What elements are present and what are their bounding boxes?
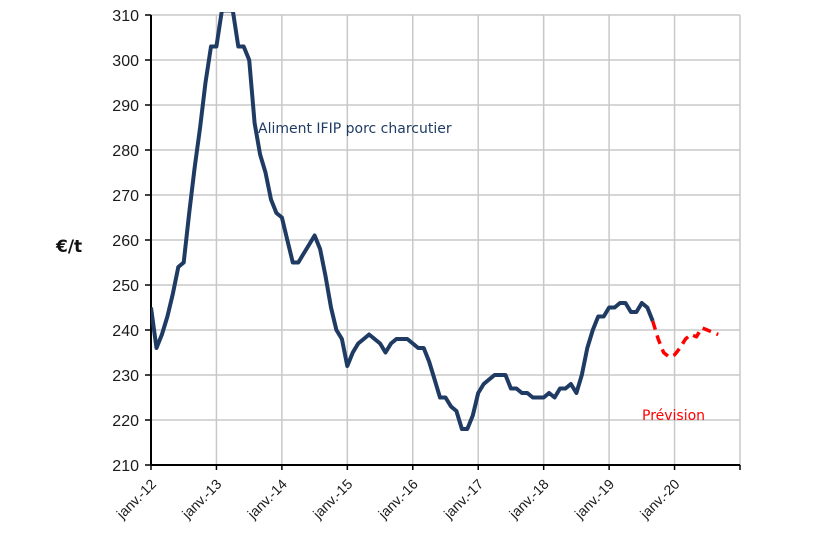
y-tick-label: 210 — [112, 458, 139, 475]
series-annotation-prevision: Prévision — [642, 408, 705, 424]
x-tick-label: janv.-18 — [505, 476, 552, 523]
x-tick-label: janv.-12 — [113, 476, 160, 523]
x-tick-label: janv.-19 — [571, 476, 618, 523]
x-tick-label: janv.-14 — [243, 476, 290, 523]
x-tick-label: janv.-17 — [440, 476, 487, 523]
grid-lines — [151, 14, 741, 465]
series-annotation-aliment: Aliment IFIP porc charcutier — [258, 121, 452, 137]
y-tick-label: 240 — [112, 323, 139, 340]
x-tick-label: janv.-20 — [636, 476, 683, 523]
x-tick-label: janv.-16 — [374, 476, 421, 523]
y-axis: 210 220 230 240 250 260 270 280 290 300 310 — [112, 8, 152, 475]
x-tick-label: janv.-13 — [178, 476, 225, 523]
y-tick-label: 280 — [112, 143, 139, 160]
y-tick-label: 310 — [112, 8, 139, 25]
y-tick-label: 230 — [112, 368, 139, 385]
y-tick-label: 220 — [112, 413, 139, 430]
y-axis-label: €/t — [55, 237, 82, 257]
x-tick-label: janv.-15 — [309, 476, 356, 523]
y-tick-label: 250 — [112, 278, 139, 295]
y-tick-label: 260 — [112, 233, 139, 250]
y-tick-label: 270 — [112, 188, 139, 205]
series-lines — [151, 12, 719, 431]
y-tick-label: 300 — [112, 53, 139, 70]
price-line — [151, 12, 655, 431]
y-tick-label: 290 — [112, 98, 139, 115]
forecast-line — [651, 320, 719, 359]
x-axis: janv.-12 janv.-13 janv.-14 janv.-15 janv.-16… — [113, 464, 741, 523]
